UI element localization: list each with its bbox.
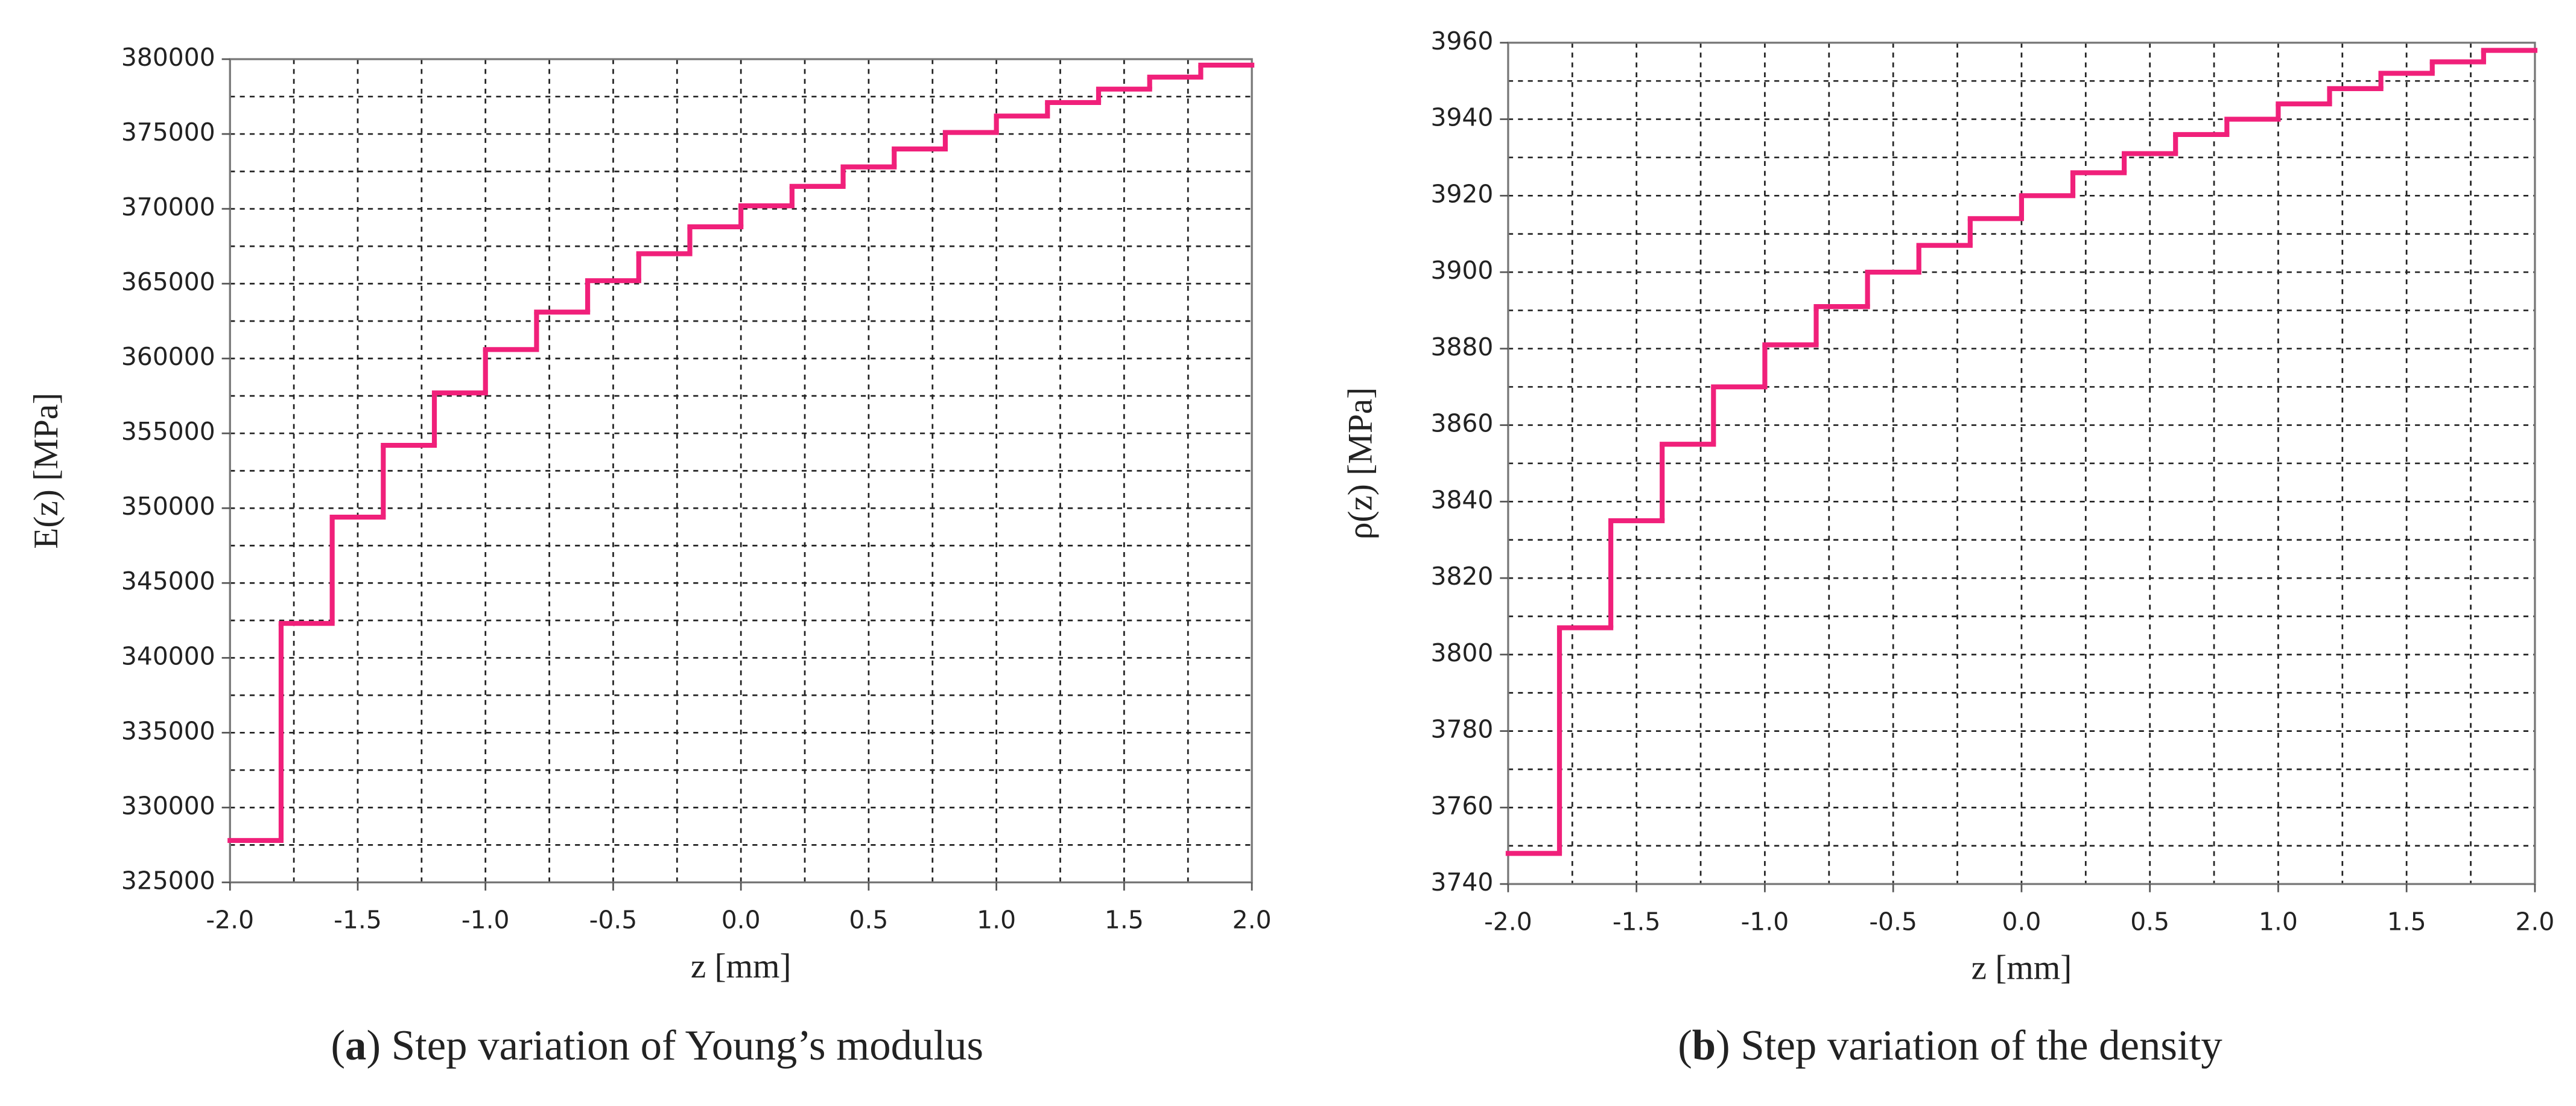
caption: (a) Step variation of Young’s modulus <box>331 1022 983 1069</box>
caption-text: ) Step variation of Young’s modulus <box>366 1022 983 1069</box>
chart: 325000 330000 335000 340000 345000 350000 3550… <box>27 43 1272 1069</box>
y-tick-label: 3820 <box>1430 562 1493 591</box>
x-tick-label: 1.0 <box>977 906 1016 935</box>
y-tick-label: 345000 <box>121 567 215 596</box>
x-tick-label: 2.0 <box>2515 907 2554 936</box>
y-tick-label: 350000 <box>121 492 215 521</box>
x-axis-label: z [mm] <box>1972 949 2072 987</box>
y-tick-label: 330000 <box>121 791 215 820</box>
x-tick-label: -1.0 <box>462 906 510 935</box>
caption-text: ) Step variation of the density <box>1716 1022 2222 1069</box>
x-tick-label: 2.0 <box>1232 906 1272 935</box>
y-tick-label: 355000 <box>121 417 215 446</box>
x-tick-label: -0.5 <box>589 906 638 935</box>
x-tick-label: -1.0 <box>1741 907 1789 936</box>
x-tick-label: 0.5 <box>2130 907 2169 936</box>
x-tick-label: 1.5 <box>1105 906 1144 935</box>
x-tick-label: -1.5 <box>1613 907 1661 936</box>
x-tick-label: -0.5 <box>1869 907 1917 936</box>
y-tick-label: 3780 <box>1430 715 1493 744</box>
y-tick-label: 340000 <box>121 641 215 670</box>
y-tick-label: 370000 <box>121 192 215 221</box>
x-tick-label: 1.5 <box>2387 907 2426 936</box>
y-tick-label: 335000 <box>121 716 215 745</box>
x-tick-label: -2.0 <box>206 906 254 935</box>
caption-label: b <box>1692 1022 1716 1069</box>
x-tick-label: -1.5 <box>334 906 382 935</box>
x-tick-label: 0.5 <box>849 906 888 935</box>
y-tick-label: 3740 <box>1430 868 1493 897</box>
caption-open: ( <box>331 1022 345 1069</box>
chart: 3740 3760 3780 3800 3820 3840 3860 3880 3900 3920… <box>1341 27 2554 1070</box>
y-tick-label: 375000 <box>121 118 215 147</box>
y-tick-label: 3880 <box>1430 332 1493 361</box>
y-tick-label: 3840 <box>1430 485 1493 514</box>
y-axis-label: ρ(z) [MPa] <box>1341 387 1379 539</box>
y-tick-label: 325000 <box>121 866 215 895</box>
x-tick-label: 0.0 <box>722 906 761 935</box>
x-axis-label: z [mm] <box>691 947 792 985</box>
caption-label: a <box>345 1022 366 1069</box>
y-tick-label: 3900 <box>1430 256 1493 285</box>
y-axis-label: E(z) [MPa] <box>27 393 65 549</box>
caption: (b) Step variation of the density <box>1678 1022 2222 1069</box>
y-tick-label: 360000 <box>121 342 215 371</box>
caption-open: ( <box>1678 1022 1692 1069</box>
x-tick-label: -2.0 <box>1484 907 1532 936</box>
x-tick-label: 1.0 <box>2259 907 2298 936</box>
y-tick-label: 365000 <box>121 267 215 296</box>
y-tick-label: 380000 <box>121 43 215 72</box>
y-tick-label: 3920 <box>1430 179 1493 208</box>
y-tick-label: 3800 <box>1430 638 1493 667</box>
y-tick-label: 3940 <box>1430 103 1493 132</box>
y-tick-label: 3760 <box>1430 791 1493 820</box>
x-tick-label: 0.0 <box>2002 907 2041 936</box>
y-tick-label: 3860 <box>1430 409 1493 438</box>
y-tick-label: 3960 <box>1430 27 1493 56</box>
